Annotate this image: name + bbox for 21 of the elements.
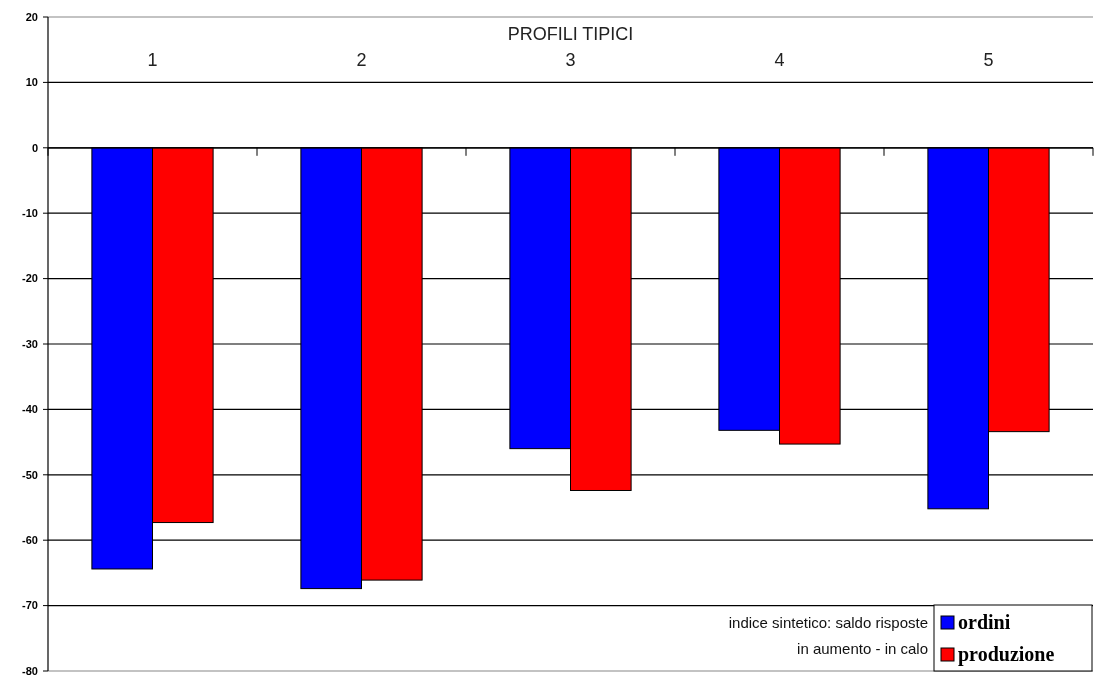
y-tick-label: -10 [22,207,38,220]
x-axis-title: PROFILI TIPICI [507,24,634,44]
y-tick-label: -60 [22,534,38,547]
annotation: in aumento - in calo [797,640,928,657]
x-tick-label: 5 [983,50,994,70]
legend-label: ordini [958,611,1011,633]
legend-label: produzione [958,643,1055,666]
y-tick-label: -20 [22,272,38,285]
y-tick-label: 10 [25,76,38,89]
y-tick-label: -50 [22,468,38,481]
x-tick-label: 2 [356,50,367,70]
y-tick-label: -80 [22,664,38,677]
x-tick-label: 4 [774,50,785,70]
y-tick-label: 0 [31,141,38,154]
y-tick-label: -40 [22,403,38,416]
annotation: indice sintetico: saldo risposte [728,614,928,631]
x-tick-label: 3 [565,50,576,70]
y-tick-label: -70 [22,599,38,612]
y-tick-label: -30 [22,337,38,350]
x-tick-label: 1 [147,50,158,70]
y-tick-label: 20 [25,10,38,23]
